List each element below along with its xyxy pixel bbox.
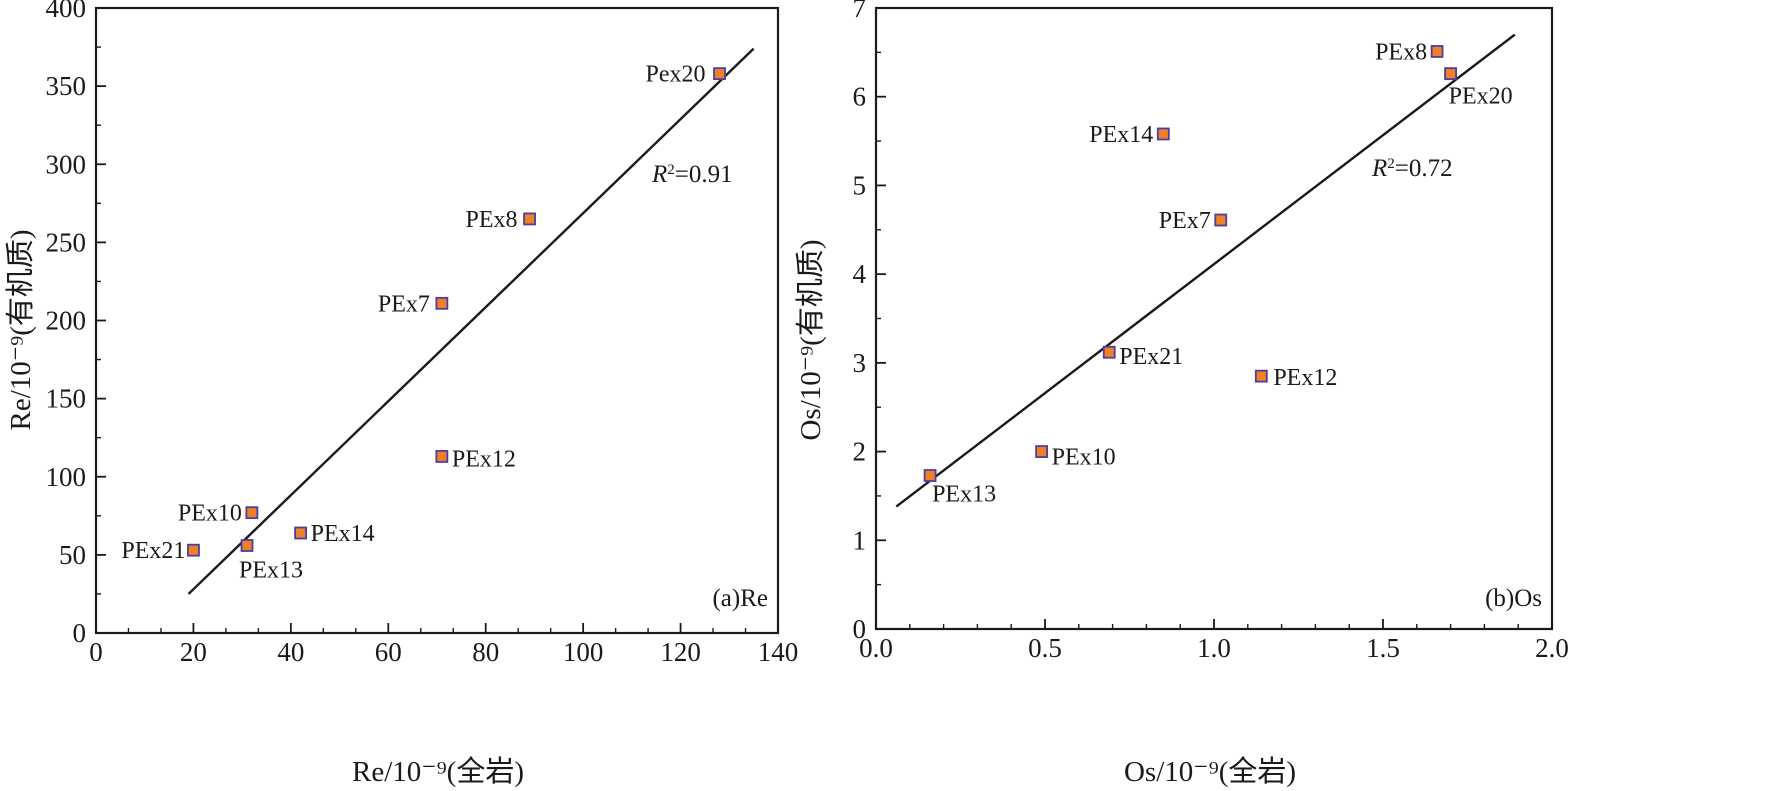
data-point-pex10 [245, 506, 259, 520]
point-label-pex13: PEx13 [239, 558, 303, 584]
point-label-pex21: PEx21 [1119, 344, 1183, 370]
y-tick-label: 200 [46, 306, 87, 336]
data-point-pex8 [523, 212, 536, 226]
panel-label: (a)Re [712, 585, 768, 612]
data-point-pex14 [294, 526, 308, 540]
y-tick-label: 150 [46, 384, 87, 414]
x-tick-label: 120 [660, 637, 701, 667]
data-point-pex10 [1035, 445, 1049, 458]
y-axis-title: Re/10⁻⁹(有机质) [4, 229, 37, 430]
point-label-pex10: PEx10 [1052, 445, 1116, 471]
x-tick-label: 40 [277, 637, 304, 667]
point-label-pex10: PEx10 [178, 501, 242, 527]
y-tick-label: 350 [46, 71, 87, 101]
x-tick-label: 100 [563, 637, 604, 667]
x-tick-label: 0.5 [1028, 633, 1062, 663]
y-tick-label: 1 [853, 525, 867, 555]
data-point-pex7 [435, 296, 449, 310]
y-tick-label: 4 [853, 259, 867, 289]
point-label-pex12: PEx12 [1273, 365, 1337, 391]
y-tick-label: 400 [46, 0, 87, 23]
x-tick-label: 1.0 [1197, 633, 1231, 663]
y-axis-title: Os/10⁻⁹(有机质) [794, 239, 827, 440]
y-tick-label: 100 [46, 462, 87, 492]
plot-frame [94, 6, 780, 635]
regression-line [895, 33, 1516, 508]
chart-panel-b: 0.0 0.5 1.0 1.5 2.0 0 1 2 3 4 5 6 7 PEx8 PEx20 PEx14 PEx… [794, 0, 1569, 788]
y-tick-label: 5 [853, 170, 867, 200]
x-axis-title: Os/10⁻⁹(全岩) [1124, 755, 1296, 788]
y-tick-label: 7 [853, 0, 867, 23]
panel-label: (b)Os [1485, 585, 1542, 612]
chart-panel-a: 0 20 40 60 80 100 120 140 0 50 100 150 200 250 300 350 4… [4, 0, 798, 788]
point-label-pex8: PEx8 [1375, 39, 1427, 65]
point-label-pex7: PEx7 [378, 291, 430, 317]
y-tick-label: 300 [46, 149, 87, 179]
data-point-pex13 [240, 539, 254, 552]
x-tick-label: 1.5 [1366, 633, 1400, 663]
data-point-pex12 [1254, 369, 1268, 383]
r-squared-label: R2=0.72 [1371, 155, 1453, 182]
y-tick-label: 2 [853, 437, 867, 467]
x-tick-label: 80 [472, 637, 499, 667]
point-label-pex21: PEx21 [121, 538, 185, 564]
data-point-pex20 [713, 67, 726, 81]
data-point-pex12 [435, 450, 449, 463]
point-label-pex12: PEx12 [452, 446, 516, 472]
regression-line [187, 47, 755, 595]
point-label-pex14: PEx14 [311, 521, 375, 547]
data-point-pex14 [1156, 127, 1170, 141]
point-label-pex7: PEx7 [1159, 208, 1211, 234]
data-point-pex21 [1102, 345, 1116, 359]
x-tick-label: 0.0 [859, 633, 893, 663]
point-label-pex20: PEx20 [1449, 84, 1513, 110]
x-tick-label: 2.0 [1535, 633, 1569, 663]
data-point-pex8 [1430, 45, 1444, 58]
data-point-pex7 [1214, 213, 1228, 227]
x-tick-label: 0 [89, 637, 103, 667]
point-label-pex13: PEx13 [932, 482, 996, 508]
point-label-pex14: PEx14 [1089, 122, 1153, 148]
y-tick-label: 50 [59, 540, 86, 570]
y-tick-label: 6 [853, 82, 867, 112]
data-point-pex13 [923, 469, 937, 482]
point-label-pex8: PEx8 [466, 207, 518, 233]
point-label-pex20: Pex20 [646, 62, 706, 88]
r-squared-label: R2=0.91 [651, 161, 733, 188]
data-point-pex20 [1444, 67, 1457, 81]
y-tick-label: 0 [73, 618, 87, 648]
x-tick-label: 20 [180, 637, 207, 667]
y-tick-label: 0 [853, 614, 867, 644]
x-tick-label: 140 [758, 637, 799, 667]
x-tick-label: 60 [375, 637, 402, 667]
data-point-pex21 [187, 543, 200, 557]
x-axis-title: Re/10⁻⁹(全岩) [352, 755, 524, 788]
y-tick-label: 3 [853, 348, 867, 378]
y-tick-label: 250 [46, 227, 87, 257]
